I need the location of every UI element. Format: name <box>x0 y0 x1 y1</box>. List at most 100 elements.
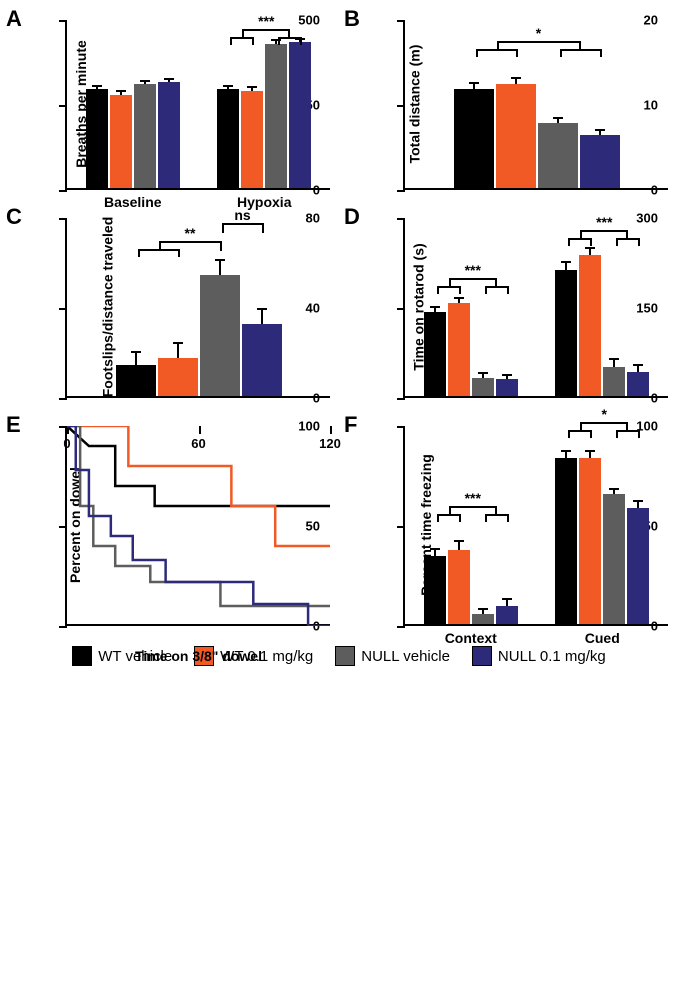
bar-wt_vehicle <box>555 458 577 624</box>
bar-wt_drug <box>496 84 536 188</box>
chart-area: Time on rotarod (s)0150300****** <box>403 218 668 398</box>
y-tick <box>397 626 405 628</box>
panel-label: B <box>344 6 360 32</box>
error-bar <box>506 374 508 379</box>
survival-line-wt_drug <box>67 426 330 546</box>
significance-label: *** <box>258 13 274 29</box>
panel-F: FPercent time freezing050100ContextCued*… <box>348 416 668 626</box>
bar-wt_vehicle <box>555 270 577 396</box>
bar-wt_drug <box>579 458 601 624</box>
error-cap <box>223 85 233 87</box>
error-bar <box>168 78 170 82</box>
bar-null_drug <box>158 82 180 188</box>
significance-bracket <box>159 241 222 243</box>
bar-null_vehicle <box>472 378 494 396</box>
error-cap <box>502 374 512 376</box>
x-label: Context <box>405 630 537 646</box>
error-bar <box>482 372 484 378</box>
error-bar <box>227 85 229 89</box>
bars-container <box>67 218 330 396</box>
significance-bracket <box>580 230 628 232</box>
error-cap <box>609 488 619 490</box>
y-tick <box>397 398 405 400</box>
bar-group <box>405 550 537 624</box>
bar-null_vehicle <box>265 44 287 189</box>
legend-label: NULL vehicle <box>361 648 450 665</box>
bar-group <box>67 82 199 188</box>
bar-group <box>199 42 331 188</box>
bars-container <box>405 20 668 188</box>
panel-label: A <box>6 6 22 32</box>
bar-null_drug <box>242 324 282 396</box>
figure-grid: ABreaths per minute0250500BaselineHypoxi… <box>10 10 668 626</box>
bar-null_vehicle <box>200 275 240 397</box>
panel-label: F <box>344 412 357 438</box>
panel-D: DTime on rotarod (s)0150300****** <box>348 208 668 398</box>
error-bar <box>434 306 436 312</box>
error-cap <box>430 306 440 308</box>
bar-wt_vehicle <box>116 365 156 397</box>
significance-label: ns <box>234 207 250 223</box>
error-cap <box>469 82 479 84</box>
bar-group <box>405 84 668 188</box>
error-bar <box>613 488 615 494</box>
chart-area: Percent on dowel050100060120Time on 3/8"… <box>65 426 330 626</box>
bar-null_vehicle <box>603 367 625 396</box>
significance-label: *** <box>596 214 612 230</box>
bar-group <box>405 303 537 396</box>
y-tick <box>397 218 405 220</box>
error-cap <box>502 598 512 600</box>
significance-bracket <box>497 41 581 43</box>
significance-label: * <box>602 406 607 422</box>
error-bar <box>482 608 484 614</box>
error-bar <box>506 598 508 606</box>
legend-label: NULL 0.1 mg/kg <box>498 648 606 665</box>
y-tick <box>59 20 67 22</box>
significance-label: *** <box>465 490 481 506</box>
error-cap <box>247 86 257 88</box>
legend-swatch <box>335 646 355 666</box>
error-cap <box>553 117 563 119</box>
y-tick <box>397 20 405 22</box>
error-cap <box>430 548 440 550</box>
error-bar <box>275 39 277 43</box>
error-bar <box>599 129 601 136</box>
bar-wt_drug <box>110 95 132 189</box>
error-cap <box>454 540 464 542</box>
error-cap <box>478 372 488 374</box>
bar-group <box>537 255 669 396</box>
panel-label: C <box>6 204 22 230</box>
significance-bracket <box>580 422 628 424</box>
error-cap <box>561 450 571 452</box>
error-bar <box>589 247 591 255</box>
survival-plot <box>67 426 330 626</box>
bar-null_drug <box>580 135 620 188</box>
error-cap <box>633 500 643 502</box>
significance-bracket <box>242 29 290 31</box>
y-tick <box>59 308 67 310</box>
y-tick <box>59 190 67 192</box>
error-cap <box>116 90 126 92</box>
error-bar <box>135 351 137 365</box>
x-label: Cued <box>537 630 669 646</box>
significance-label: *** <box>465 262 481 278</box>
bar-null_drug <box>627 372 649 396</box>
bar-wt_vehicle <box>86 89 108 188</box>
y-tick <box>397 526 405 528</box>
legend-item-null_vehicle: NULL vehicle <box>335 646 450 666</box>
error-bar <box>565 450 567 458</box>
error-cap <box>561 261 571 263</box>
error-cap <box>511 77 521 79</box>
error-cap <box>595 129 605 131</box>
panel-label: E <box>6 412 21 438</box>
bar-wt_vehicle <box>217 89 239 188</box>
y-tick <box>59 426 67 428</box>
panel-E: EPercent on dowel050100060120Time on 3/8… <box>10 416 330 626</box>
bar-null_vehicle <box>603 494 625 624</box>
y-tick <box>59 526 67 528</box>
error-bar <box>515 77 517 85</box>
error-cap <box>140 80 150 82</box>
error-cap <box>173 342 183 344</box>
y-tick <box>397 426 405 428</box>
chart-area: Footslips/distance traveled04080**ns <box>65 218 330 398</box>
